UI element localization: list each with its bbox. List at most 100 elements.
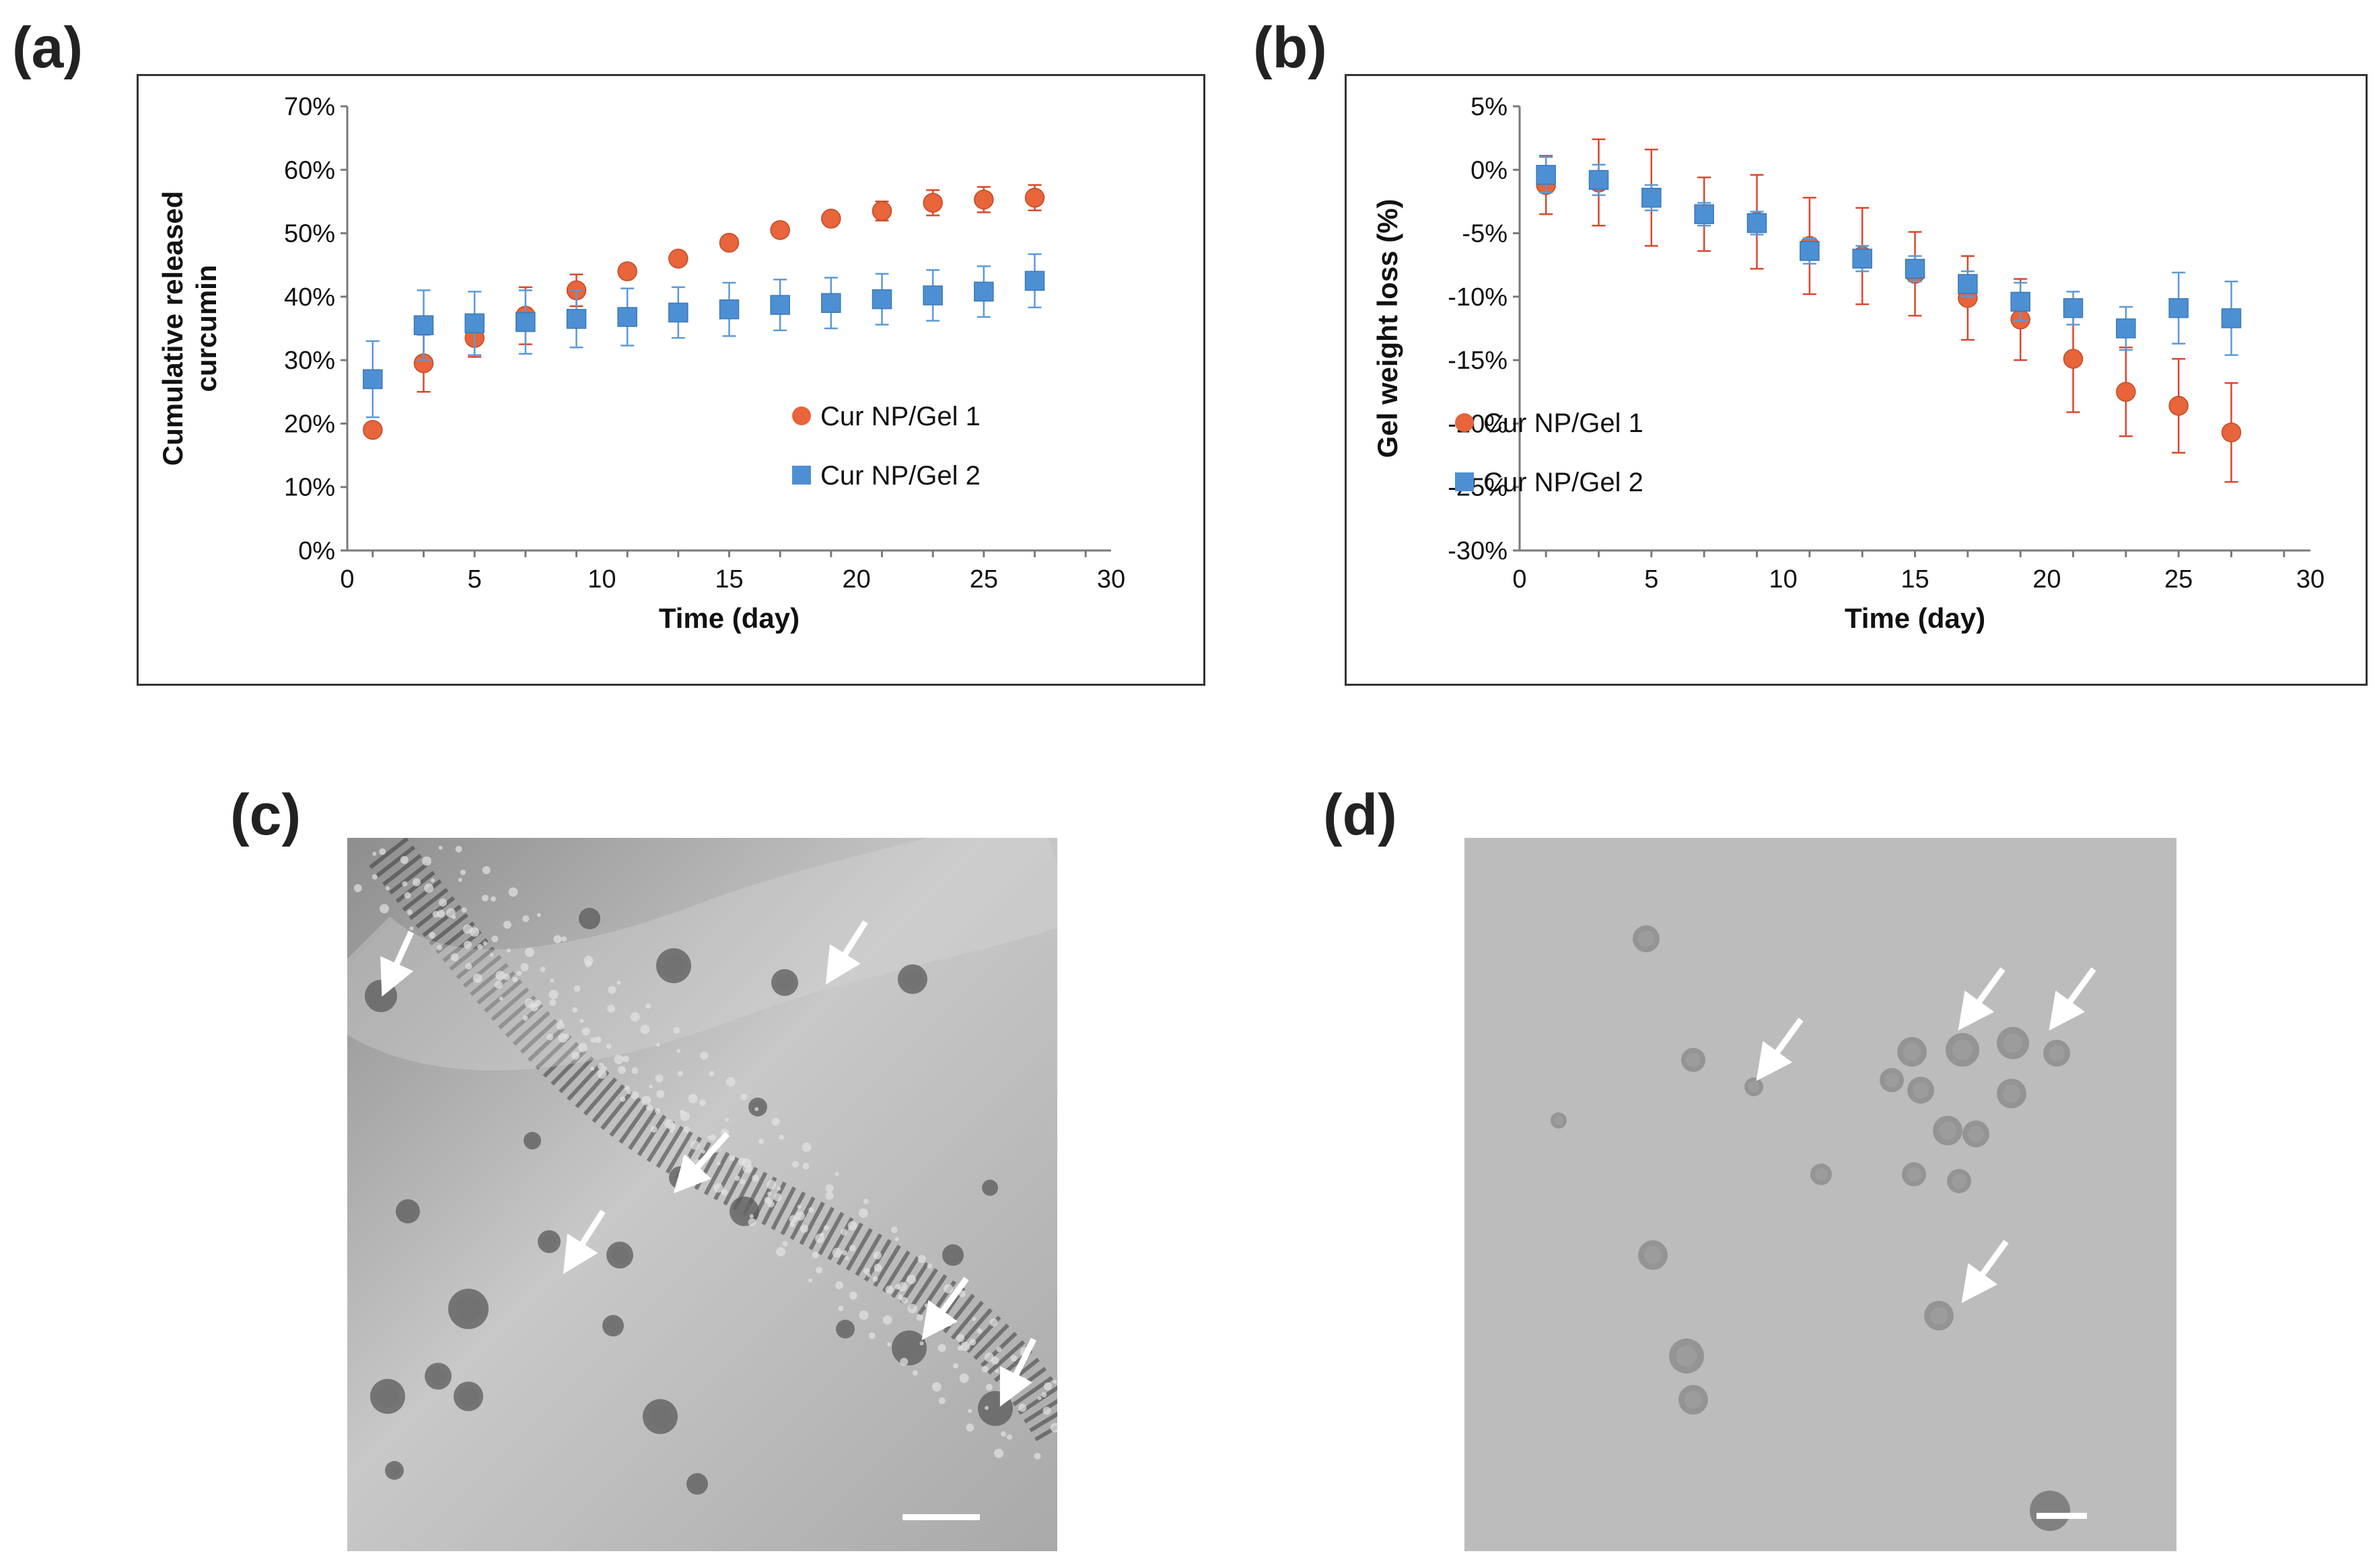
chart-a-x-tick-label: 25 (970, 565, 998, 594)
chart-b-y-tick-label: -15% (1448, 347, 1508, 375)
chart-b-legend-marker (1455, 472, 1474, 491)
chart-b-point-gel2 (1588, 170, 1609, 190)
chart-b-x-tick-label: 30 (2296, 565, 2325, 594)
chart-a-point-gel1 (668, 248, 688, 269)
chart-a-x-tick-label: 5 (468, 565, 482, 594)
chart-a-x-tick-label: 0 (340, 565, 354, 594)
chart-a-point-gel2 (923, 285, 943, 306)
tem-image-d (1464, 838, 2176, 1551)
chart-b-point-gel2 (2168, 298, 2189, 318)
chart-a-legend-marker (792, 466, 811, 485)
tem-image-c (347, 838, 1057, 1551)
chart-a-point-gel2 (617, 307, 637, 327)
arrow-icon (1756, 1018, 1804, 1081)
chart-a-point-gel1 (617, 261, 637, 281)
arrow-icon (380, 931, 415, 997)
chart-a-point-gel2 (464, 313, 485, 334)
panel-label-a: (a) (12, 15, 83, 80)
chart-b-legend-label: Cur NP/Gel 2 (1483, 468, 1643, 497)
chart-b-point-gel2 (1746, 213, 1767, 234)
chart-a-legend-marker (792, 406, 811, 425)
chart-a-point-gel1 (923, 192, 943, 213)
chart-b-y-tick-label: -5% (1462, 220, 1508, 248)
chart-a-y-tick-label: 0% (298, 537, 335, 565)
chart-b-point-gel2 (1536, 165, 1556, 185)
chart-b-point-gel2 (2010, 291, 2030, 312)
chart-a-point-gel1 (821, 209, 841, 229)
chart-b-point-gel1 (2168, 396, 2189, 416)
chart-a-point-gel1 (770, 220, 790, 240)
chart-b-x-tick-label: 0 (1512, 565, 1526, 594)
chart-b-legend-marker (1455, 413, 1474, 432)
arrow-icon (673, 1131, 730, 1194)
chart-a-y-axis-title: curcumin (190, 264, 222, 392)
chart-a-point-gel2 (1024, 271, 1045, 291)
chart-a-point-gel1 (1024, 188, 1045, 208)
chart-a-point-gel2 (566, 309, 587, 329)
chart-a-point-gel1 (974, 189, 994, 210)
chart-b-y-tick-label: 5% (1470, 93, 1508, 121)
chart-b-x-tick-label: 15 (1901, 565, 1929, 594)
chart-b-point-gel2 (2063, 298, 2084, 318)
chart-b-y-tick-label: 0% (1470, 156, 1508, 184)
chart-b-x-tick-label: 25 (2164, 565, 2193, 594)
chart-a-x-axis-title: Time (day) (659, 602, 800, 634)
chart-b-series-2 (1536, 156, 2242, 356)
tem-image-d-canvas (1464, 838, 2176, 1551)
chart-a-x-tick-label: 20 (843, 565, 871, 594)
arrow-icon (2049, 967, 2096, 1031)
chart-b-frame: -30% -25% -20% -15% -10% -5% 0% 5% 0 5 10 15 20 25 30 T… (1345, 74, 2368, 686)
chart-b-x-tick-label: 20 (2032, 565, 2061, 594)
chart-a-y-tick-label: 40% (284, 283, 335, 312)
panel-label-c: (c) (230, 783, 302, 847)
panel-label-b: (b) (1253, 15, 1327, 80)
chart-b-y-tick-label: -30% (1448, 537, 1508, 565)
chart-b-point-gel2 (1852, 248, 1872, 269)
chart-a-legend-label: Cur NP/Gel 2 (820, 461, 981, 491)
chart-b-point-gel2 (1800, 241, 1820, 261)
chart-b-point-gel2 (2221, 308, 2242, 328)
chart-b-point-gel1 (2221, 422, 2242, 443)
chart-b-point-gel1 (2116, 382, 2136, 402)
chart-a-point-gel2 (413, 315, 434, 336)
chart-a-point-gel2 (363, 369, 383, 390)
chart-a-x-tick-label: 15 (715, 565, 743, 594)
chart-b-point-gel2 (1958, 274, 1978, 294)
chart-b-point-gel2 (1641, 188, 1662, 208)
chart-b-legend-label: Cur NP/Gel 1 (1483, 408, 1643, 438)
arrow-icon (563, 1209, 606, 1274)
chart-a-y-tick-label: 30% (284, 347, 335, 375)
chart-b-point-gel2 (1694, 204, 1714, 225)
chart-a-y-tick-label: 20% (284, 410, 335, 438)
arrow-icon (825, 920, 868, 985)
arrow-icon (999, 1337, 1037, 1407)
arrow-icon (1958, 967, 2006, 1031)
chart-a-point-gel2 (821, 293, 841, 314)
chart-a-point-gel2 (872, 289, 892, 310)
chart-a-y-tick-label: 70% (284, 93, 335, 121)
arrow-icon (1961, 1240, 2009, 1304)
chart-a-series-2 (363, 253, 1045, 419)
chart-a-x-tick-label: 30 (1097, 565, 1125, 594)
chart-a-legend-label: Cur NP/Gel 1 (820, 402, 981, 431)
chart-a-y-tick-label: 50% (284, 220, 335, 248)
chart-b-point-gel2 (1905, 258, 1925, 279)
chart-b-point-gel2 (2116, 318, 2136, 338)
chart-a-point-gel1 (719, 232, 740, 253)
chart-b-point-gel1 (2063, 349, 2084, 369)
chart-a-y-axis-title: Cumulative released (157, 191, 188, 466)
chart-b: -30%-25%-20%-15%-10%-5%0%5%0 5 10 15 20 25 30T… (1372, 93, 2325, 634)
chart-a: 0% 10% 20% 30% 40% 50% 60% 70% 0 5 10 15 20 25 30 Time … (157, 93, 1125, 634)
chart-b-x-tick-label: 10 (1769, 565, 1798, 594)
chart-a-point-gel2 (719, 299, 740, 320)
chart-a-point-gel2 (668, 302, 688, 323)
chart-a-point-gel2 (516, 312, 536, 332)
tem-image-c-canvas (347, 838, 1057, 1551)
chart-b-y-axis-title: Gel weight loss (%) (1372, 199, 1403, 458)
panel-label-d: (d) (1323, 783, 1397, 847)
scale-bar-c (902, 1514, 980, 1520)
chart-a-y-tick-label: 60% (284, 156, 335, 184)
chart-a-point-gel1 (363, 420, 383, 440)
chart-a-point-gel2 (974, 281, 994, 302)
chart-a-point-gel1 (872, 201, 892, 221)
